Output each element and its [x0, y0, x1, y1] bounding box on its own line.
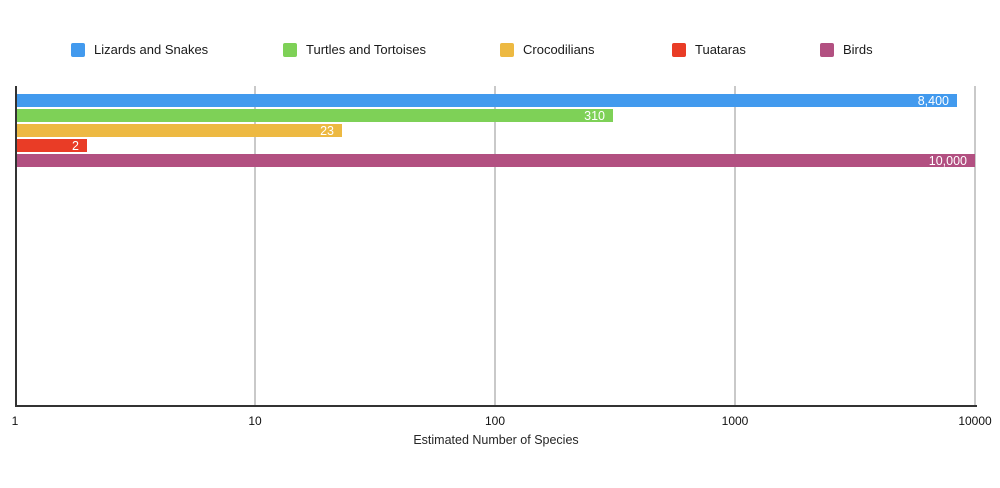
bar-value-label: 310 — [584, 108, 605, 123]
legend-item-crocodilians[interactable]: Crocodilians — [500, 42, 595, 57]
y-axis-line — [15, 86, 17, 407]
legend-swatch-tuataras — [672, 42, 686, 57]
bar-value-label: 8,400 — [917, 93, 949, 108]
legend-label: Lizards and Snakes — [94, 42, 209, 57]
gridline-10 — [254, 86, 256, 407]
x-axis-title: Estimated Number of Species — [413, 433, 579, 447]
gridline-1000 — [734, 86, 736, 407]
gridline-100 — [494, 86, 496, 407]
legend-swatch-birds — [820, 42, 834, 57]
legend-label: Birds — [843, 42, 873, 57]
bar-value-label: 10,000 — [928, 153, 967, 168]
x-tick-label-1: 1 — [11, 414, 19, 428]
legend-item-tuataras[interactable]: Tuataras — [672, 42, 746, 57]
legend-label: Crocodilians — [523, 42, 595, 57]
bar-tuataras[interactable]: 2 — [17, 138, 87, 153]
bar-turtles-and-tortoises[interactable]: 310 — [17, 108, 613, 123]
legend-item-turtles-and-tortoises[interactable]: Turtles and Tortoises — [283, 42, 426, 57]
bar-value-label: 23 — [320, 123, 334, 138]
bar-birds[interactable]: 10,000 — [17, 153, 975, 168]
bar-value-label: 2 — [72, 138, 79, 153]
legend-swatch-lizards-and-snakes — [71, 42, 85, 57]
bar-lizards-and-snakes[interactable]: 8,400 — [17, 93, 957, 108]
legend-label: Tuataras — [695, 42, 746, 57]
legend-item-lizards-and-snakes[interactable]: Lizards and Snakes — [71, 42, 208, 57]
x-tick-label-10: 10 — [248, 414, 262, 428]
x-axis-line — [15, 405, 977, 407]
bar-crocodilians[interactable]: 23 — [17, 123, 342, 138]
legend-swatch-crocodilians — [500, 42, 514, 57]
gridline-10000 — [974, 86, 976, 407]
legend-swatch-turtles-and-tortoises — [283, 42, 297, 57]
legend-label: Turtles and Tortoises — [306, 42, 426, 57]
x-tick-label-1000: 1000 — [721, 414, 749, 428]
x-tick-label-10000: 10000 — [958, 414, 992, 428]
x-tick-label-100: 100 — [484, 414, 506, 428]
legend-item-birds[interactable]: Birds — [820, 42, 873, 57]
